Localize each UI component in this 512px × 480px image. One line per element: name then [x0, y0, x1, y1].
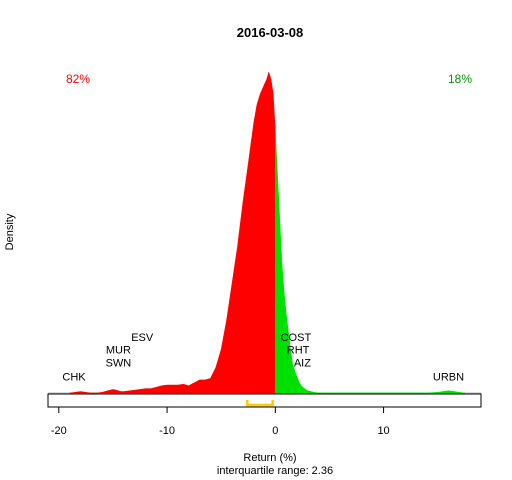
x-tick-label: -10 [159, 425, 175, 437]
stock-label: CHK [62, 372, 86, 384]
stock-label: URBN [433, 372, 464, 384]
x-tick-label: 10 [377, 425, 389, 437]
stock-label: AIZ [294, 358, 311, 370]
plot-frame [47, 393, 482, 408]
x-tick-label: 0 [272, 425, 278, 437]
iqr-caption: interquartile range: 2.36 [217, 465, 333, 477]
positive-density-area [275, 130, 465, 394]
stock-label: ESV [131, 332, 154, 344]
x-tick-label: -20 [51, 425, 67, 437]
y-axis-label: Density [4, 213, 16, 250]
stock-label: RHT [287, 345, 310, 357]
x-axis-label: Return (%) [243, 452, 296, 464]
chart-title: 2016-03-08 [237, 25, 304, 40]
left-share-label: 82% [66, 72, 90, 86]
right-share-label: 18% [448, 72, 472, 86]
stock-label: SWN [106, 358, 132, 370]
negative-density-area [69, 71, 276, 394]
iqr-bracket [245, 400, 274, 407]
stock-label: MUR [106, 345, 131, 357]
stock-label: COST [281, 332, 312, 344]
